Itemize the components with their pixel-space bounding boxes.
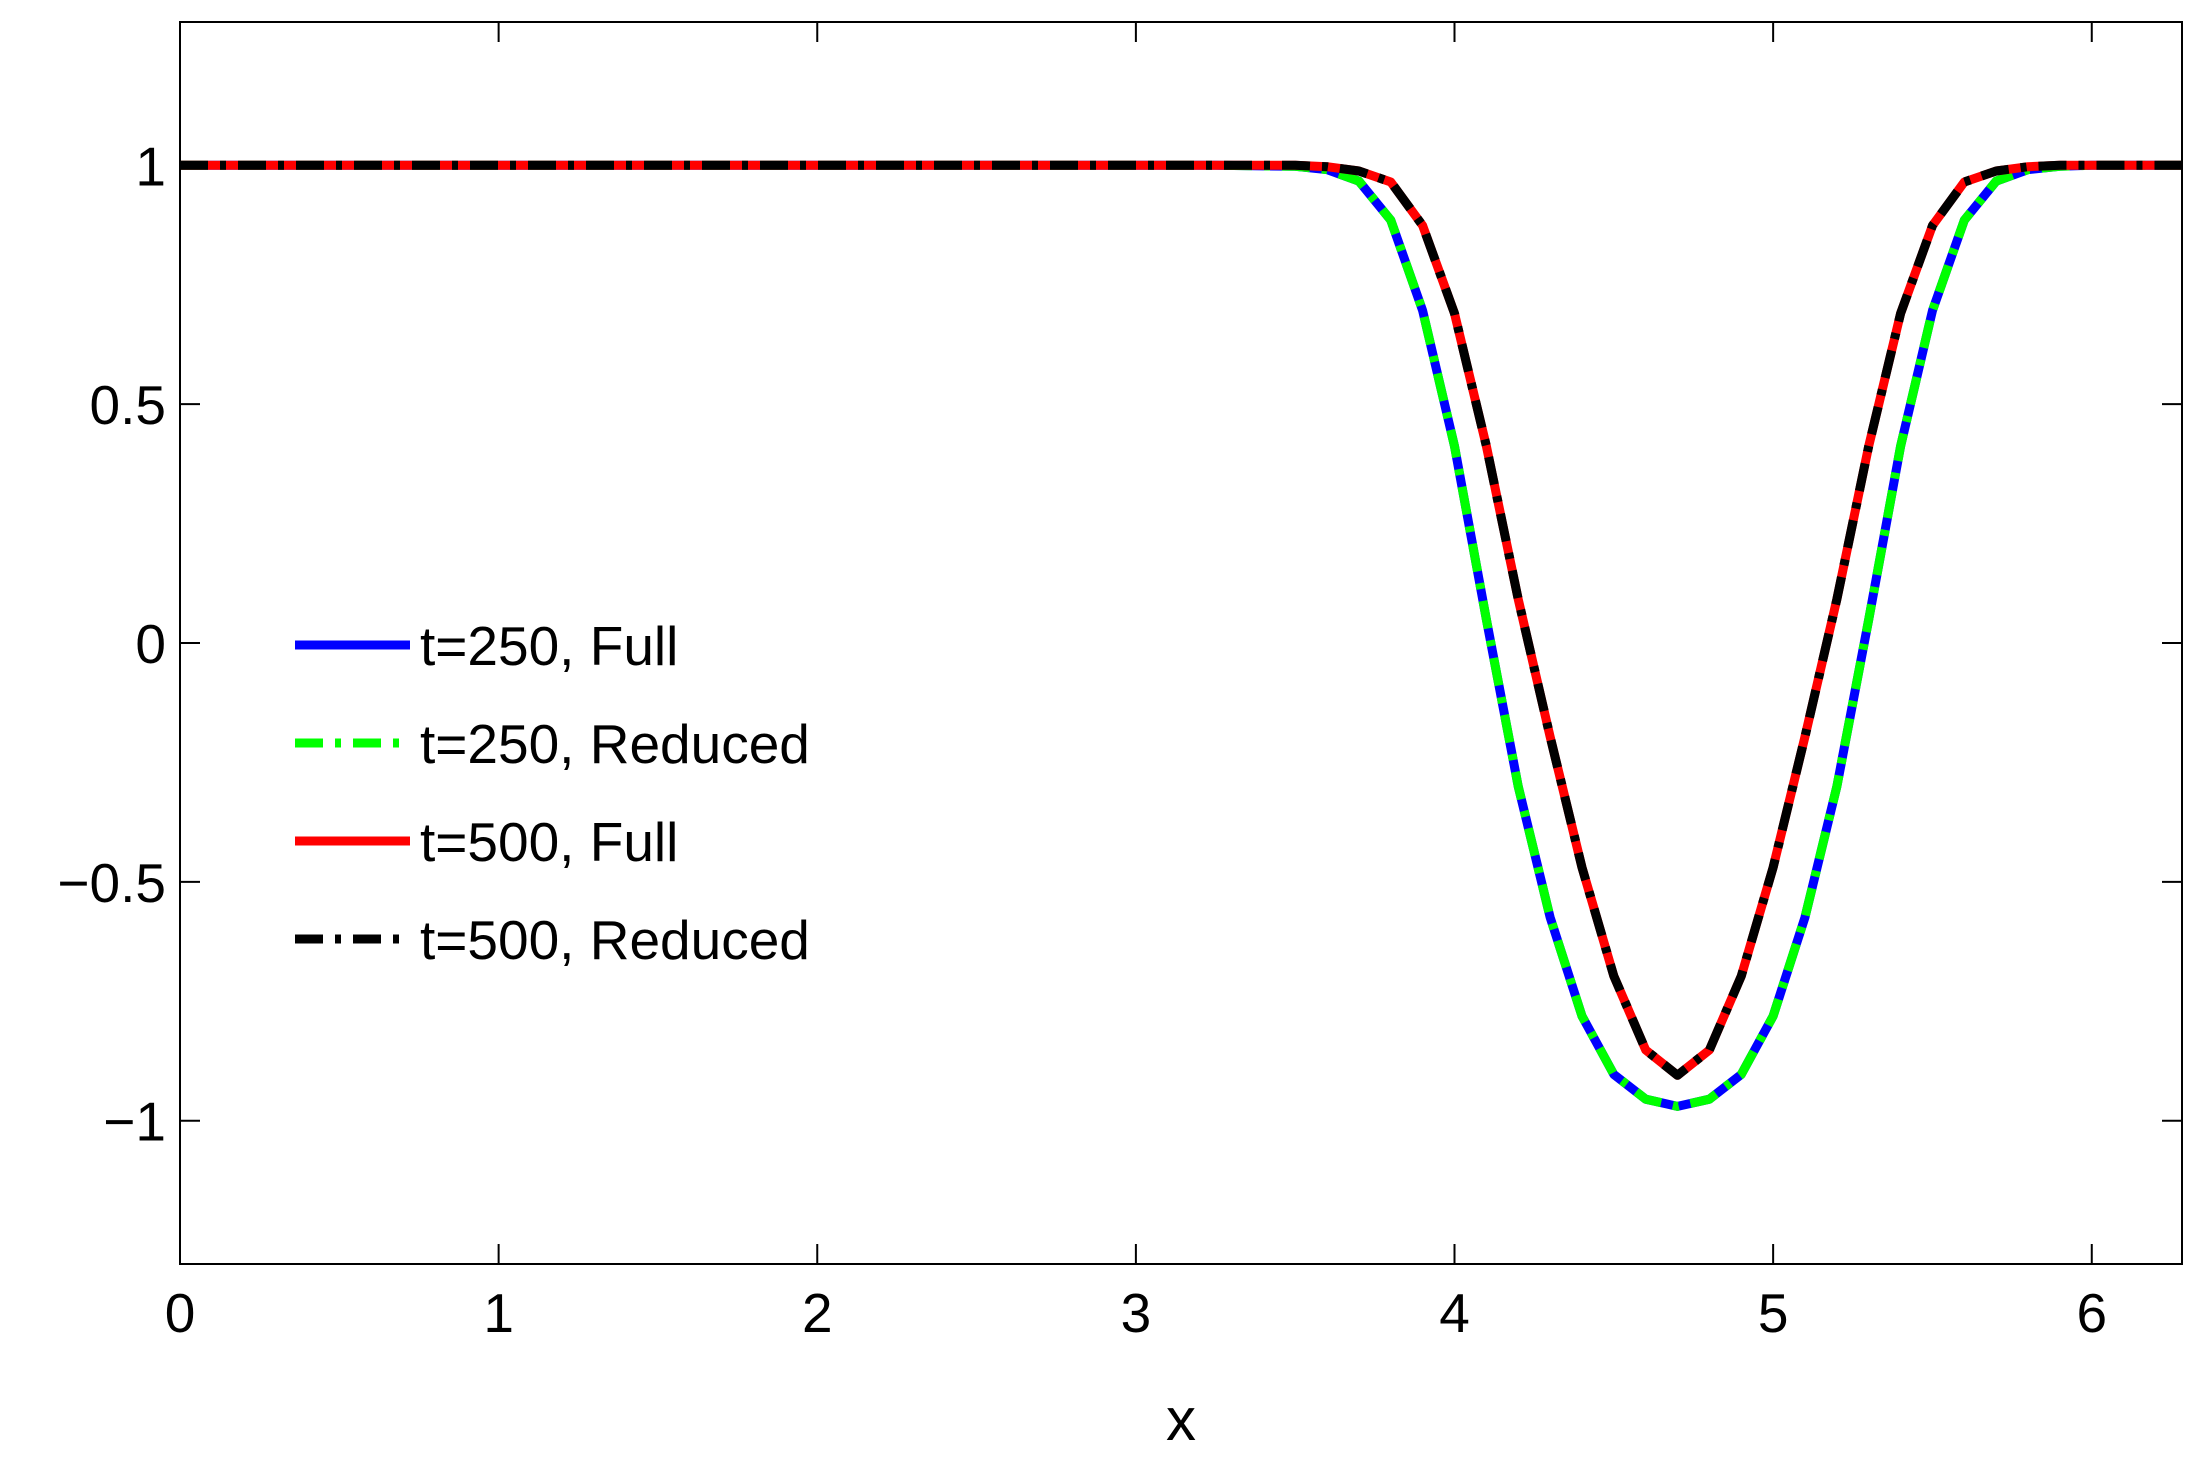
x-tick-label: 6 <box>2076 1282 2107 1344</box>
x-tick-label: 0 <box>165 1282 196 1344</box>
y-tick-label: 0 <box>135 613 166 675</box>
x-tick-label: 3 <box>1121 1282 1152 1344</box>
x-tick-label: 2 <box>802 1282 833 1344</box>
legend-label-1: t=250, Full <box>420 615 678 677</box>
legend-label-3: t=500, Full <box>420 811 678 873</box>
series-line-4 <box>180 160 2182 1080</box>
legend-label-2: t=250, Reduced <box>420 713 810 775</box>
x-tick-label: 1 <box>483 1282 514 1344</box>
y-tick-label: 1 <box>135 135 166 197</box>
legend: t=250, Full t=250, Reduced t=500, Full t=50… <box>295 615 810 971</box>
axis-ticks: 0 1 2 3 4 5 6 1 0.5 0 −0.5 −1 <box>57 22 2182 1344</box>
y-tick-label: −1 <box>103 1091 166 1153</box>
series-layer <box>180 160 2182 1111</box>
x-axis-label: x <box>1166 1386 1196 1453</box>
legend-label-4: t=500, Reduced <box>420 909 810 971</box>
y-tick-label: −0.5 <box>57 852 166 914</box>
y-tick-label: 0.5 <box>90 374 166 436</box>
x-tick-label: 5 <box>1758 1282 1789 1344</box>
x-tick-label: 4 <box>1439 1282 1470 1344</box>
